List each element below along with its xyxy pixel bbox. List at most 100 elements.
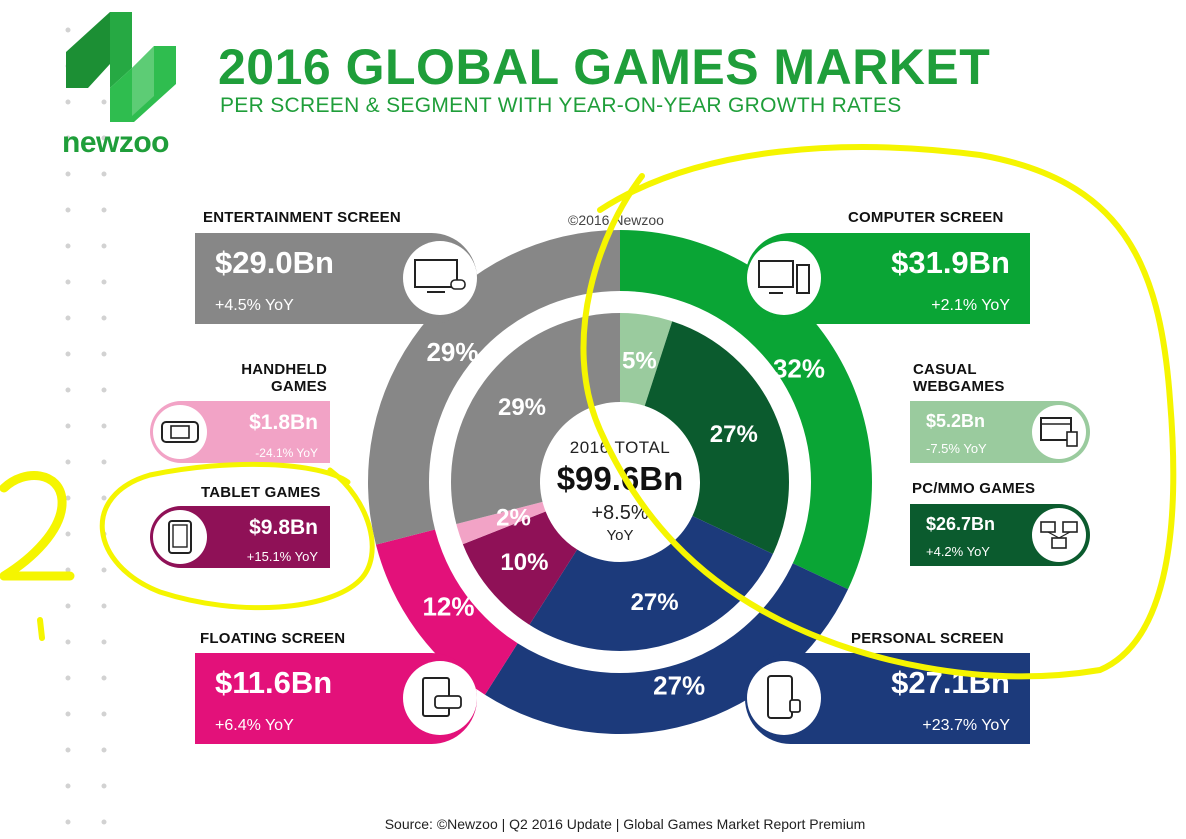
entertainment-screen-box: $29.0Bn +4.5% YoY <box>195 233 477 324</box>
personal-screen-box: $27.1Bn +23.7% YoY <box>745 653 1030 744</box>
decorative-dot <box>101 387 107 393</box>
decorative-dot <box>101 495 107 501</box>
pct-label-outer-personal-screen: 27% <box>653 671 705 701</box>
tablet-games-yoy: +15.1% YoY <box>246 549 318 564</box>
pct-label-outer-floating-screen: 12% <box>422 592 474 622</box>
decorative-dot <box>65 675 71 681</box>
pcmmo-games-value: $26.7Bn <box>926 514 996 534</box>
center-growth: +8.5% <box>591 502 649 524</box>
slice-inner-entertainment-screen <box>440 302 620 527</box>
slice-inner-tablet-games <box>452 511 578 634</box>
pct-label-inner-handheld-games: 2% <box>496 505 531 532</box>
handheld-games-label-line2: GAMES <box>270 378 327 395</box>
decorative-dot <box>65 531 71 537</box>
entertainment-screen-value: $29.0Bn <box>215 245 334 280</box>
slice-outer-floating-screen <box>375 527 523 695</box>
ring-separator <box>429 291 811 673</box>
tablet-icon <box>153 510 207 564</box>
pct-label-inner-entertainment-screen: 29% <box>498 394 546 421</box>
computer-screen-value: $31.9Bn <box>891 245 1010 280</box>
decorative-dot <box>65 783 71 789</box>
pcmmo-games-label: PC/MMO GAMES <box>912 480 1036 497</box>
decorative-dot <box>101 423 107 429</box>
donut-hole <box>541 403 699 561</box>
decorative-dot <box>65 711 71 717</box>
decorative-dot <box>101 207 107 213</box>
newzoo-logo-icon <box>66 12 176 122</box>
computer-screen-yoy: +2.1% YoY <box>931 297 1010 314</box>
browser-icon <box>1032 405 1086 459</box>
decorative-dot <box>101 783 107 789</box>
decorative-dot <box>65 99 71 105</box>
annotation-dot <box>37 617 45 641</box>
page-subtitle: PER SCREEN & SEGMENT WITH YEAR-ON-YEAR G… <box>220 94 902 117</box>
floating-screen-yoy: +6.4% YoY <box>215 717 294 734</box>
decorative-dot <box>65 315 71 321</box>
decorative-dot <box>65 459 71 465</box>
handheld-games-yoy: -24.1% YoY <box>255 446 318 460</box>
casual-webgames-box: $5.2Bn -7.5% YoY <box>910 401 1090 463</box>
decorative-dot <box>101 459 107 465</box>
decorative-dot <box>101 819 107 825</box>
smartphone-watch-icon <box>747 661 821 735</box>
floating-screen-label: FLOATING SCREEN <box>200 630 346 647</box>
decorative-dot <box>101 711 107 717</box>
floating-screen-value: $11.6Bn <box>215 665 333 700</box>
computer-screen-label: COMPUTER SCREEN <box>848 209 1004 226</box>
decorative-dot <box>101 567 107 573</box>
decorative-dot <box>101 603 107 609</box>
decorative-dot <box>65 639 71 645</box>
highlight-loop-computer <box>580 144 1177 680</box>
decorative-dot <box>65 387 71 393</box>
pct-label-inner-casual-webgames: 5% <box>622 348 657 375</box>
slice-inner-casual-webgames <box>620 302 676 406</box>
decorative-dot <box>65 351 71 357</box>
decorative-dot <box>101 747 107 753</box>
handheld-games-label: HANDHELD GAMES <box>200 361 327 395</box>
personal-screen-label: PERSONAL SCREEN <box>851 630 1004 647</box>
computer-screen-box: $31.9Bn +2.1% YoY <box>745 233 1030 324</box>
decorative-dot <box>65 603 71 609</box>
decorative-dot <box>101 135 107 141</box>
decorative-dot <box>101 351 107 357</box>
tablet-handheld-icon <box>403 661 477 735</box>
decorative-dot <box>65 819 71 825</box>
decorative-dot <box>65 495 71 501</box>
tablet-games-box: $9.8Bn +15.1% YoY <box>150 506 330 568</box>
casual-webgames-label-line1: CASUAL <box>913 361 977 378</box>
handheld-games-label-line1: HANDHELD <box>241 361 327 378</box>
decorative-dot <box>101 675 107 681</box>
decorative-dot <box>65 135 71 141</box>
tablet-games-value: $9.8Bn <box>249 516 318 539</box>
decorative-dot <box>65 243 71 249</box>
decorative-dot <box>101 639 107 645</box>
decorative-dot <box>65 747 71 753</box>
decorative-dot <box>65 27 71 33</box>
center-growth-unit: YoY <box>606 527 634 544</box>
source-note: Source: ©Newzoo | Q2 2016 Update | Globa… <box>384 816 866 832</box>
tv-console-icon <box>403 241 477 315</box>
pct-label-outer-computer-screen: 32% <box>773 353 825 383</box>
entertainment-screen-label: ENTERTAINMENT SCREEN <box>203 209 401 226</box>
decorative-dot <box>65 423 71 429</box>
center-total-label: 2016 TOTAL <box>569 438 671 457</box>
pct-label-outer-entertainment-screen: 29% <box>426 337 478 367</box>
brand-name: newzoo <box>62 126 170 159</box>
floating-screen-box: $11.6Bn +6.4% YoY <box>195 653 477 744</box>
casual-webgames-label-line2: WEBGAMES <box>913 378 1005 395</box>
annotation-mark <box>0 471 75 581</box>
personal-screen-yoy: +23.7% YoY <box>922 717 1010 734</box>
decorative-dot <box>101 171 107 177</box>
decorative-dot <box>101 243 107 249</box>
desktop-computer-icon <box>747 241 821 315</box>
pcmmo-games-yoy: +4.2% YoY <box>926 544 990 559</box>
highlight-loop-tablet <box>99 461 375 611</box>
slice-inner-handheld-games <box>445 501 546 549</box>
decorative-dot <box>65 171 71 177</box>
handheld-games-value: $1.8Bn <box>249 411 318 434</box>
page-title: 2016 GLOBAL GAMES MARKET <box>218 39 991 95</box>
pct-label-inner-personal-screen: 27% <box>631 589 679 616</box>
decorative-dot <box>65 207 71 213</box>
handheld-console-icon <box>153 405 207 459</box>
